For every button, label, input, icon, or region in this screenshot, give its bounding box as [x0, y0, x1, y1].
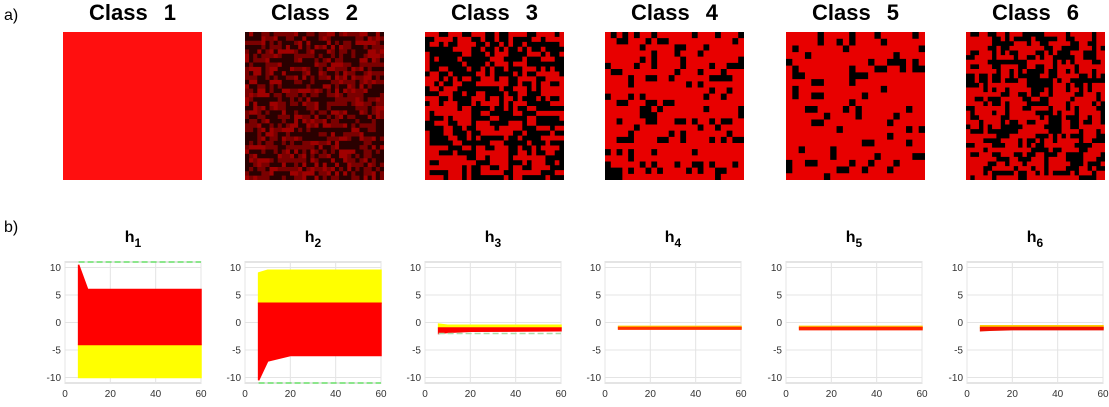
y-tick-label: 5: [235, 291, 241, 302]
y-tick-label: -10: [587, 373, 602, 384]
y-tick-label: 10: [50, 263, 62, 274]
panel-label: b): [4, 219, 18, 236]
y-tick-label: 5: [415, 291, 421, 302]
title-subscript: 2: [315, 236, 322, 250]
y-tick-label: 0: [776, 318, 782, 329]
x-tick-label: 40: [150, 389, 162, 400]
x-tick-label: 40: [871, 389, 883, 400]
title-text: h: [1027, 229, 1037, 246]
x-tick-label: 0: [242, 389, 248, 400]
y-tick-label: 5: [957, 291, 963, 302]
y-tick-label: -10: [949, 373, 964, 384]
figure: a) b) Class 1 Class 2 Class 3 Class 4 Class …: [0, 0, 1109, 407]
x-tick-label: 60: [195, 389, 207, 400]
title-text: h: [665, 229, 675, 246]
x-tick-label: 20: [1007, 389, 1019, 400]
pattern-image: [63, 32, 202, 180]
x-tick-label: 40: [330, 389, 342, 400]
title-subscript: 5: [856, 236, 863, 250]
trajectory-band: [619, 327, 741, 329]
y-tick-label: -5: [232, 346, 241, 357]
title-subscript: 4: [675, 236, 682, 250]
chart-title: h5: [846, 229, 863, 250]
x-tick-label: 20: [285, 389, 297, 400]
x-tick-label: 60: [555, 389, 567, 400]
y-tick-label: -5: [412, 346, 421, 357]
panel-label: a): [4, 7, 18, 24]
chart-title: h4: [665, 229, 682, 250]
chart-title: h1: [125, 229, 142, 250]
title-subscript: 1: [135, 236, 142, 250]
y-tick-label: -10: [227, 373, 242, 384]
x-tick-label: 60: [916, 389, 928, 400]
y-tick-label: -10: [768, 373, 783, 384]
x-tick-label: 40: [510, 389, 522, 400]
x-tick-label: 20: [105, 389, 117, 400]
chart-title: h2: [305, 229, 322, 250]
y-tick-label: 0: [415, 318, 421, 329]
title-text: h: [846, 229, 856, 246]
class-title: Class 6: [992, 0, 1079, 25]
class-title: Class 1: [89, 0, 176, 25]
class-title: Class 5: [812, 0, 899, 25]
x-tick-label: 0: [62, 389, 68, 400]
y-tick-label: -5: [773, 346, 782, 357]
y-tick-label: 0: [235, 318, 241, 329]
chart-title: h3: [485, 229, 502, 250]
x-tick-label: 0: [783, 389, 789, 400]
title-text: h: [125, 229, 135, 246]
y-tick-label: 5: [595, 291, 601, 302]
trajectory-band: [79, 345, 201, 378]
title-text: h: [305, 229, 315, 246]
y-tick-label: 5: [55, 291, 61, 302]
title-subscript: 3: [495, 236, 502, 250]
x-tick-label: 20: [645, 389, 657, 400]
trajectory-band: [981, 327, 1103, 330]
y-tick-label: 10: [590, 263, 602, 274]
y-tick-label: 10: [410, 263, 422, 274]
y-tick-label: -10: [47, 373, 62, 384]
x-tick-label: 0: [602, 389, 608, 400]
class-title: Class 4: [631, 0, 719, 25]
x-tick-label: 40: [690, 389, 702, 400]
x-tick-label: 60: [1097, 389, 1109, 400]
y-tick-label: -10: [407, 373, 422, 384]
title-subscript: 6: [1037, 236, 1044, 250]
y-tick-label: 10: [230, 263, 242, 274]
y-tick-label: 5: [776, 291, 782, 302]
x-tick-label: 0: [422, 389, 428, 400]
trajectory-band: [259, 270, 381, 303]
x-tick-label: 60: [735, 389, 747, 400]
y-tick-label: 0: [957, 318, 963, 329]
y-tick-label: -5: [954, 346, 963, 357]
class-title: Class 2: [271, 0, 358, 25]
y-tick-label: 0: [55, 318, 61, 329]
y-tick-label: -5: [52, 346, 61, 357]
chart-title: h6: [1027, 229, 1044, 250]
y-tick-label: 10: [771, 263, 783, 274]
x-tick-label: 20: [465, 389, 477, 400]
x-tick-label: 20: [826, 389, 838, 400]
x-tick-label: 40: [1052, 389, 1064, 400]
title-text: h: [485, 229, 495, 246]
y-tick-label: -5: [592, 346, 601, 357]
class-title: Class 3: [451, 0, 538, 25]
x-tick-label: 0: [964, 389, 970, 400]
y-tick-label: 10: [952, 263, 964, 274]
trajectory-band: [800, 327, 922, 329]
y-tick-label: 0: [595, 318, 601, 329]
x-tick-label: 60: [375, 389, 387, 400]
